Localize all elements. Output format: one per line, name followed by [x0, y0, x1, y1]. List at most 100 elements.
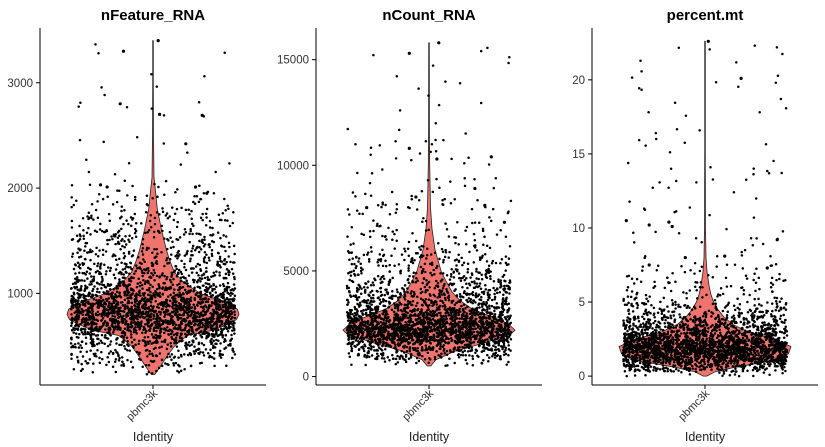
- cell-point: [152, 230, 156, 234]
- cell-point: [186, 151, 189, 154]
- cell-point: [193, 278, 196, 282]
- cell-point: [89, 233, 92, 236]
- cell-point: [90, 324, 94, 328]
- cell-point: [129, 330, 133, 333]
- cell-point: [220, 331, 224, 334]
- cell-point: [169, 236, 172, 240]
- cell-point: [369, 146, 373, 150]
- cell-point: [463, 161, 466, 165]
- cell-point: [109, 334, 112, 337]
- cell-point: [352, 242, 355, 245]
- cell-point: [75, 276, 79, 279]
- cell-point: [93, 229, 97, 232]
- cell-point: [509, 314, 512, 317]
- cell-point: [186, 329, 189, 333]
- cell-point: [80, 320, 84, 324]
- cell-point: [165, 275, 169, 279]
- cell-point: [381, 344, 384, 348]
- cell-point: [87, 302, 91, 305]
- cell-point: [483, 331, 486, 335]
- cell-point: [149, 276, 153, 280]
- cell-point: [85, 362, 89, 365]
- cell-point: [186, 316, 189, 319]
- cell-point: [80, 331, 84, 334]
- cell-point: [227, 303, 231, 306]
- cell-point: [218, 274, 221, 277]
- cell-point: [449, 273, 453, 276]
- cell-point: [118, 291, 121, 295]
- cell-point: [199, 298, 203, 301]
- cell-point: [391, 230, 395, 233]
- cell-point: [84, 301, 88, 304]
- cell-point: [206, 275, 209, 279]
- cell-point: [364, 282, 367, 285]
- cell-point: [201, 351, 205, 354]
- cell-point: [108, 343, 112, 346]
- cell-point: [438, 186, 441, 189]
- cell-point: [169, 321, 172, 325]
- cell-point: [77, 309, 80, 312]
- cell-point: [114, 258, 118, 262]
- cell-point: [398, 109, 402, 112]
- cell-point: [103, 292, 107, 295]
- cell-point: [92, 352, 96, 356]
- cell-point: [348, 258, 351, 261]
- cell-point: [382, 277, 386, 281]
- cell-point: [461, 276, 464, 279]
- cell-point: [156, 252, 159, 256]
- cell-point: [447, 235, 451, 238]
- cell-point: [441, 272, 445, 275]
- cell-point: [77, 346, 81, 349]
- cell-point: [430, 321, 434, 325]
- cell-point: [131, 366, 135, 369]
- cell-point: [397, 128, 401, 132]
- cell-point: [222, 284, 226, 288]
- cell-point: [505, 284, 509, 288]
- cell-point: [113, 309, 116, 313]
- cell-point: [70, 238, 74, 242]
- cell-point: [215, 320, 219, 323]
- cell-point: [470, 273, 474, 277]
- cell-point: [165, 258, 168, 262]
- cell-point: [224, 322, 227, 326]
- cell-point: [169, 341, 172, 345]
- cell-point: [143, 300, 147, 303]
- cell-point: [169, 246, 173, 250]
- cell-point: [379, 300, 383, 304]
- cell-point: [205, 336, 208, 340]
- cell-point: [166, 217, 170, 220]
- cell-point: [147, 328, 151, 332]
- cell-point: [120, 331, 124, 335]
- cell-point: [95, 290, 99, 293]
- cell-point: [416, 252, 419, 255]
- cell-point: [155, 305, 159, 309]
- cell-point: [153, 326, 156, 330]
- cell-point: [131, 184, 134, 188]
- cell-point: [223, 263, 227, 266]
- cell-point: [396, 354, 399, 358]
- cell-point: [83, 272, 86, 275]
- cell-point: [486, 46, 489, 50]
- cell-point: [110, 291, 114, 295]
- cell-point: [149, 359, 153, 363]
- cell-point: [372, 53, 375, 57]
- cell-point: [418, 246, 421, 249]
- cell-point: [383, 347, 387, 351]
- cell-point: [161, 286, 165, 289]
- y-tick-label: 0: [303, 372, 309, 384]
- cell-point: [480, 295, 483, 299]
- cell-point: [364, 192, 367, 196]
- cell-point: [166, 343, 170, 346]
- cell-point: [100, 333, 104, 337]
- cell-point: [111, 321, 115, 324]
- cell-point: [453, 339, 457, 343]
- cell-point: [493, 295, 497, 299]
- cell-point: [231, 221, 235, 225]
- cell-point: [176, 238, 180, 242]
- cell-point: [141, 242, 144, 246]
- cell-point: [180, 259, 183, 263]
- cell-point: [136, 282, 140, 285]
- cell-point: [172, 333, 176, 336]
- cell-point: [445, 317, 448, 321]
- cell-point: [181, 297, 184, 300]
